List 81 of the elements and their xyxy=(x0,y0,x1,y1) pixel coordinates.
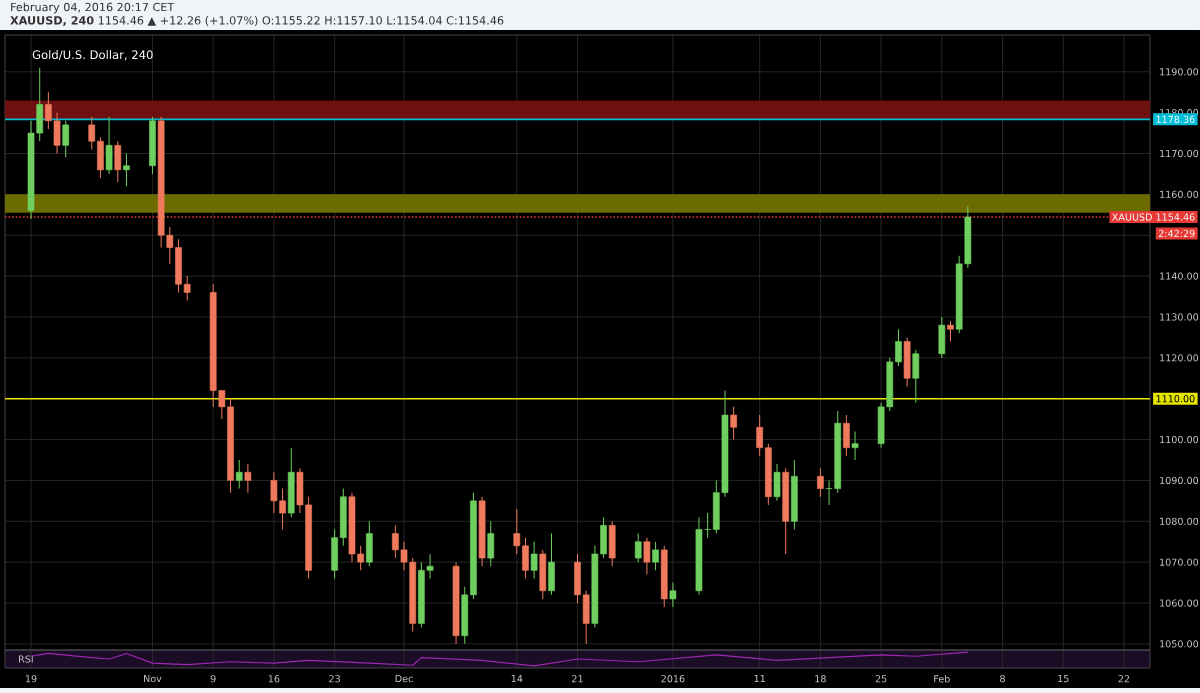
candlestick xyxy=(834,410,842,494)
x-tick-label: 14 xyxy=(511,675,523,683)
y-tick-label: 1050.00 xyxy=(1160,640,1199,648)
candlestick xyxy=(149,116,156,175)
candlestick xyxy=(97,136,104,179)
y-tick-label: 1170.00 xyxy=(1160,149,1199,158)
x-tick-label: 18 xyxy=(815,675,826,683)
x-tick-label: Dec xyxy=(395,675,413,683)
y-tick-label: 1140.00 xyxy=(1160,272,1199,280)
y-tick-label: 1160.00 xyxy=(1160,190,1199,198)
x-tick-label: Feb xyxy=(934,675,950,683)
candlestick xyxy=(461,586,469,645)
candlestick xyxy=(652,541,659,571)
x-tick-label: Nov xyxy=(144,675,162,683)
text: 2:42:29 xyxy=(1158,229,1195,238)
x-tick-label: 23 xyxy=(329,675,340,683)
candlestick xyxy=(695,516,703,596)
ref-line-label: XAUUSD 1154.46 xyxy=(1112,213,1195,221)
x-tick-label: 19 xyxy=(25,675,37,683)
candlestick xyxy=(331,528,338,579)
ref-line-label: 1178.36 xyxy=(1156,115,1195,123)
y-tick-label: 1090.00 xyxy=(1160,476,1199,485)
candlestick xyxy=(765,443,772,506)
y-tick-label: 1120.00 xyxy=(1160,354,1199,362)
candlestick xyxy=(791,459,798,530)
y-tick-label: 1100.00 xyxy=(1160,435,1199,444)
candlestick xyxy=(123,153,130,187)
x-tick-label: 25 xyxy=(875,675,887,683)
candlestick xyxy=(339,488,347,547)
candlestick xyxy=(105,116,113,175)
candlestick xyxy=(903,336,911,387)
candlestick xyxy=(782,467,790,555)
candlestick xyxy=(756,414,763,457)
ref-line-label: 1110.00 xyxy=(1156,395,1195,403)
candlestick xyxy=(530,541,538,579)
candlestick xyxy=(88,116,96,150)
candlestick xyxy=(287,447,295,518)
candlestick xyxy=(634,533,642,563)
candlestick xyxy=(522,537,529,579)
x-tick-label: 9 xyxy=(210,675,216,683)
x-tick-label: 15 xyxy=(1058,675,1069,683)
candlestick xyxy=(730,406,737,441)
candlestick xyxy=(513,508,521,555)
chart-subtitle: XAUUSD, 240 1154.46 ▲ +12.26 (+1.07%) O:1155.22 H:1157.10 L:1154.04 C:1154.46 xyxy=(10,15,504,27)
y-tick-label: 1060.00 xyxy=(1160,599,1199,607)
candlestick xyxy=(669,582,677,608)
candlestick xyxy=(817,467,824,498)
candlestick xyxy=(938,316,946,359)
candlestick xyxy=(895,328,902,367)
candlestick xyxy=(773,463,781,502)
candlestick xyxy=(947,320,954,342)
candlestick xyxy=(235,459,243,490)
candlestick xyxy=(548,533,555,596)
y-tick-label: 1080.00 xyxy=(1160,517,1199,525)
candlestick xyxy=(62,120,70,159)
y-tick-label: 1190.00 xyxy=(1160,68,1199,76)
candlestick xyxy=(660,545,668,608)
candlestick xyxy=(643,537,651,575)
candlestick xyxy=(470,492,477,600)
candlestick xyxy=(478,496,486,567)
candlestick xyxy=(452,561,460,645)
candlestick xyxy=(843,414,850,457)
chart-title: RSI xyxy=(19,655,33,663)
candlestick xyxy=(912,349,920,404)
x-tick-label: 2016 xyxy=(661,675,685,683)
x-tick-label: 8 xyxy=(1000,675,1005,683)
x-tick-label: 22 xyxy=(1118,675,1130,683)
candlestick xyxy=(608,520,616,567)
candlestick xyxy=(851,430,859,461)
x-tick-label: 21 xyxy=(572,675,583,683)
candlestick xyxy=(487,520,495,567)
y-tick-label: 1070.00 xyxy=(1160,558,1199,566)
candlestick xyxy=(244,463,252,494)
y-tick-label: 1130.00 xyxy=(1160,313,1199,321)
x-tick-label: 11 xyxy=(754,675,765,683)
x-tick-label: 16 xyxy=(268,675,280,683)
candlestick xyxy=(114,140,122,183)
candlestick xyxy=(365,520,373,567)
candlestick xyxy=(539,549,547,600)
text: Gold/U.S. Dollar, 240 xyxy=(32,50,153,61)
text: February 04, 2016 20:17 CET xyxy=(11,2,175,14)
